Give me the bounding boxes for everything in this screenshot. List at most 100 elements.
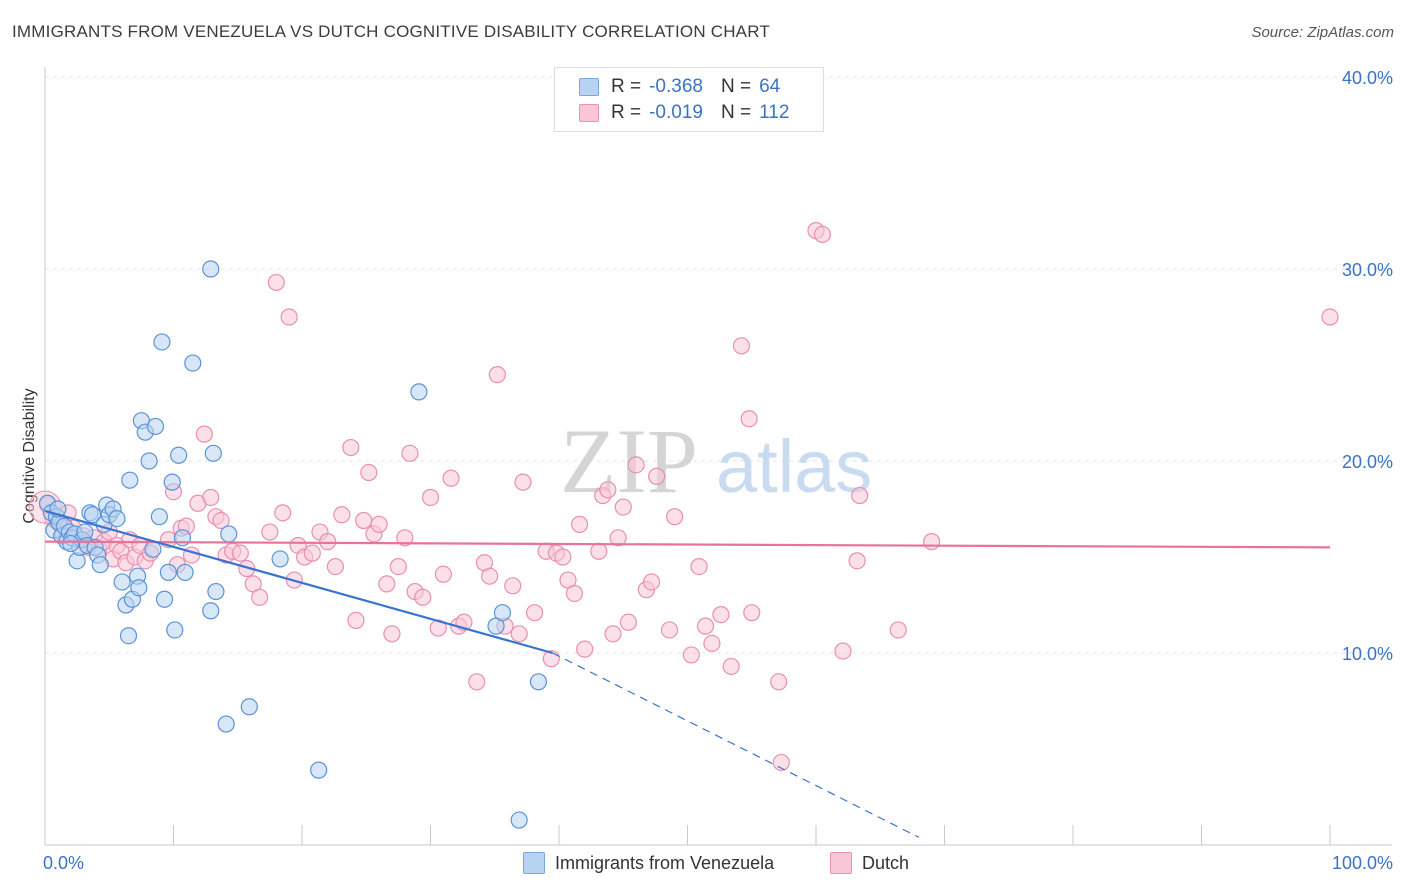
dutch-point [488, 366, 506, 384]
dutch-point [378, 575, 396, 593]
dutch-point [355, 511, 373, 530]
dutch-point [347, 611, 365, 629]
x-tick-label: 0.0% [43, 853, 84, 873]
dutch-point [696, 617, 715, 635]
venezuela-trend-line [44, 509, 553, 655]
venezuela-point [271, 550, 289, 568]
bottom-legend-swatch-pink [830, 852, 852, 874]
dutch-point [481, 567, 499, 585]
dutch-point [627, 456, 645, 474]
tick-labels: 10.0% 20.0% 30.0% 40.0% 0.0% 100.0% [43, 68, 1393, 873]
dutch-point [514, 473, 532, 491]
dutch-point [525, 604, 544, 622]
dutch-point [834, 642, 852, 660]
legend-r-value: -0.019 [649, 102, 703, 123]
bottom-legend-dutch: Dutch [830, 852, 909, 874]
dutch-point [554, 548, 572, 566]
dutch-point [660, 621, 679, 639]
venezuela-point [83, 506, 102, 524]
venezuela-point [130, 579, 148, 597]
venezuela-point [170, 446, 188, 464]
dutch-point [342, 438, 360, 457]
y-tick-label: 40.0% [1342, 68, 1393, 88]
chart-title: IMMIGRANTS FROM VENEZUELA VS DUTCH COGNI… [12, 22, 770, 41]
bottom-legend-label: Immigrants from Venezuela [555, 852, 775, 873]
dutch-point [772, 753, 790, 772]
dutch-points [28, 222, 1339, 772]
venezuela-point [510, 811, 528, 829]
dutch-point [274, 504, 292, 522]
dutch-point [851, 486, 869, 505]
dutch-point [619, 613, 637, 631]
dutch-point [740, 410, 758, 428]
dutch-point [468, 673, 486, 691]
y-tick-label: 20.0% [1342, 452, 1393, 472]
venezuela-point [108, 509, 126, 528]
dutch-point [648, 467, 666, 485]
venezuela-point [173, 529, 192, 547]
venezuela-point [184, 354, 202, 372]
venezuela-point [163, 473, 181, 491]
dutch-point [590, 542, 608, 560]
bottom-legend-swatch-blue [523, 852, 545, 874]
dutch-point [326, 557, 345, 576]
dutch-point [510, 625, 528, 643]
dutch-point [389, 557, 407, 576]
venezuela-point [217, 715, 235, 733]
dutch-point [609, 529, 627, 547]
venezuela-point [202, 602, 220, 620]
bottom-legend-venezuela: Immigrants from Venezuela [523, 852, 774, 874]
y-tick-label: 30.0% [1342, 260, 1393, 280]
dutch-point [923, 533, 941, 551]
venezuela-point [155, 590, 174, 608]
legend-r-label: R = [611, 102, 642, 123]
venezuela-point [121, 471, 139, 489]
dutch-point [666, 508, 684, 526]
dutch-point [195, 425, 213, 443]
legend-r-value: -0.368 [649, 76, 703, 97]
venezuela-point [153, 333, 171, 351]
dutch-point [250, 588, 269, 606]
dutch-point [599, 481, 617, 499]
venezuela-point [204, 444, 222, 462]
bottom-legend: Immigrants from Venezuela Dutch [0, 852, 1406, 876]
venezuela-point [166, 621, 184, 639]
dutch-point [202, 488, 220, 507]
dutch-point [682, 646, 700, 664]
venezuela-point [529, 673, 548, 691]
legend-swatch-blue [579, 78, 599, 96]
venezuela-point [240, 698, 258, 716]
dutch-point [570, 515, 589, 533]
dutch-point [604, 625, 622, 643]
legend-swatch-pink [579, 104, 599, 122]
bottom-legend-label: Dutch [862, 852, 910, 873]
venezuela-point [202, 260, 220, 278]
legend-n-label: N = [720, 76, 752, 97]
dutch-point [360, 463, 378, 482]
dutch-point [442, 469, 460, 487]
venezuela-point [113, 573, 131, 591]
venezuela-trend-extension [552, 652, 920, 838]
dutch-point [401, 444, 419, 462]
legend-row-dutch: R = -0.019 N = 112 [579, 102, 789, 124]
dutch-point [303, 544, 321, 562]
venezuela-point [159, 563, 177, 581]
dutch-point [770, 673, 788, 691]
venezuela-point [176, 563, 194, 581]
dutch-point [703, 634, 721, 653]
venezuela-point [62, 534, 80, 553]
venezuela-point [220, 525, 238, 543]
dutch-point [642, 573, 661, 591]
legend: R = -0.368 N = 64 R = -0.019 N = 112 [554, 67, 824, 132]
legend-n-value: 112 [759, 102, 790, 123]
dutch-point [261, 523, 279, 541]
venezuela-point [119, 627, 138, 645]
dutch-point [690, 557, 708, 576]
dutch-point [1321, 308, 1339, 326]
legend-row-venezuela: R = -0.368 N = 64 [579, 76, 780, 98]
dutch-point [319, 533, 337, 551]
dutch-point [504, 577, 522, 595]
dutch-point [396, 529, 414, 547]
venezuela-point [310, 761, 328, 779]
